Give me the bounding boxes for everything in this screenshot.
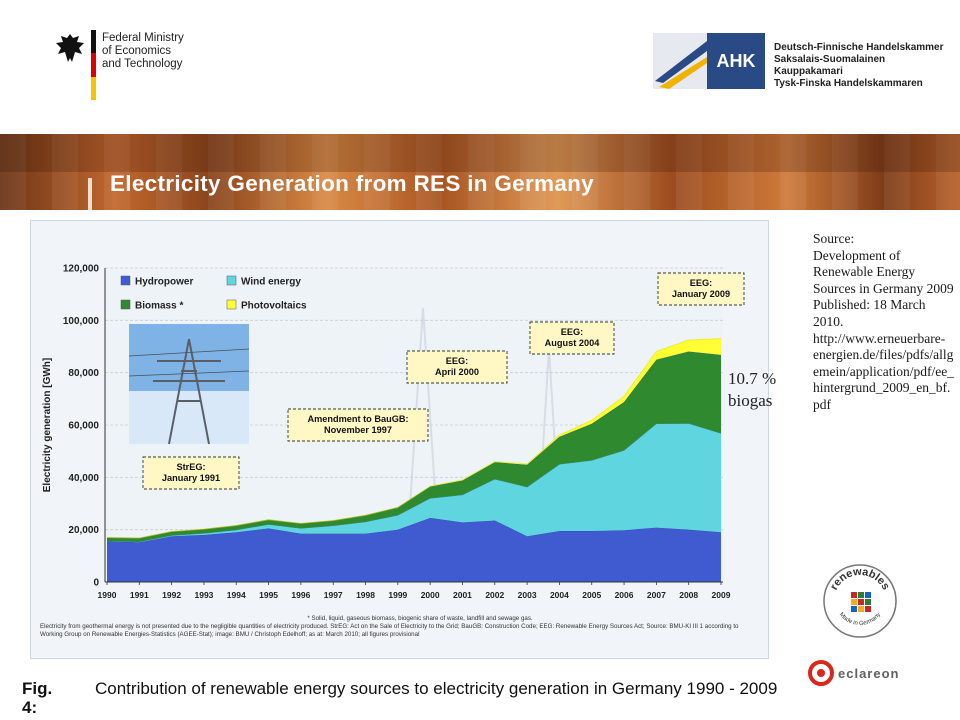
legend-label: Wind energy — [241, 277, 301, 288]
flag-stripe — [91, 30, 96, 100]
annotation-box — [142, 456, 240, 490]
annotation-box — [529, 321, 615, 355]
annotation-text: April 2000 — [435, 367, 479, 377]
ahk-name: Deutsch-Finnische Handelskammer Saksalai… — [774, 42, 944, 89]
annotation-text: August 2004 — [545, 338, 601, 348]
x-tick-label: 1999 — [388, 590, 407, 600]
x-tick-label: 1993 — [194, 590, 213, 600]
annotation-text: January 1991 — [162, 473, 220, 483]
renewables-badge: renewables Made in Germany — [823, 564, 897, 638]
annotation-box — [287, 408, 429, 442]
x-tick-label: 1994 — [227, 590, 246, 600]
slide-title: Electricity Generation from RES in Germa… — [110, 171, 594, 196]
legend-swatch — [226, 299, 237, 310]
area-series-hydropower — [107, 517, 721, 582]
legend-label: Hydropower — [135, 277, 193, 288]
y-tick-label: 0 — [93, 578, 99, 589]
legend-swatch — [226, 275, 237, 286]
annotation-text: EEG: — [690, 278, 712, 288]
legend-swatch — [120, 299, 131, 310]
y-tick-label: 80,000 — [68, 368, 99, 379]
eagle-icon — [56, 34, 84, 62]
annotation-box — [406, 350, 508, 384]
annotation-box — [657, 272, 745, 306]
chart-svg: 0 20,000 40,000 60,000 80,000 100,000 120,000 1… — [42, 264, 745, 600]
eclareon-swirl-icon — [808, 660, 834, 686]
annotation-text: November 1997 — [324, 425, 392, 435]
x-tick-label: 2004 — [550, 590, 569, 600]
pylon-icon — [153, 338, 225, 445]
power-lines — [128, 348, 250, 377]
legend-label: Photovoltaics — [241, 301, 307, 312]
x-tick-label: 1997 — [324, 590, 343, 600]
biogas-callout: 10.7 % biogas — [728, 369, 777, 410]
y-tick-label: 20,000 — [68, 525, 99, 536]
annotation-text: EEG: — [446, 356, 468, 366]
ahk-swoosh-icon — [655, 41, 707, 89]
x-tick-label: 2009 — [712, 590, 731, 600]
annotation-text: StrEG: — [176, 462, 205, 472]
title-accent-bar — [88, 178, 92, 210]
chart-notes: * Solid, liquid, gaseous biomass, biogen… — [40, 615, 760, 639]
x-tick-label: 2002 — [485, 590, 504, 600]
x-tick-label: 1992 — [162, 590, 181, 600]
x-tick-label: 2006 — [615, 590, 634, 600]
x-tick-label: 2003 — [518, 590, 537, 600]
chart-frame: 0 20,000 40,000 60,000 80,000 100,000 120,000 1… — [30, 220, 769, 659]
area-series-biomass — [107, 351, 721, 542]
x-tick-label: 1996 — [291, 590, 310, 600]
x-tick-label: 2008 — [679, 590, 698, 600]
legend-label: Biomass * — [135, 301, 183, 312]
y-tick-label: 120,000 — [63, 264, 100, 275]
annotation-text: EEG: — [561, 327, 583, 337]
x-tick-label: 2005 — [582, 590, 601, 600]
x-tick-label: 2001 — [453, 590, 472, 600]
y-axis-label: Electricity generation [GWh] — [42, 358, 53, 492]
source-link[interactable]: http://www.erneuerbare-energien.de/files… — [813, 330, 954, 412]
legend-swatch — [120, 275, 131, 286]
area-series-photovoltaics — [107, 338, 721, 539]
ahk-letters: AHK — [707, 33, 765, 89]
annotation-text: January 2009 — [672, 289, 730, 299]
ministry-name: Federal Ministry of Economics and Techno… — [102, 32, 184, 70]
x-tick-label: 1995 — [259, 590, 278, 600]
ahk-logo: AHK Deutsch-Finnische Handelskammer Saks… — [653, 33, 953, 91]
ahk-mark: AHK — [653, 33, 765, 89]
annotation-text: Amendment to BauGB: — [307, 414, 408, 424]
title-banner: Electricity Generation from RES in Germa… — [0, 134, 960, 210]
globe-icon — [851, 592, 871, 612]
chart-source-notes: Electricity from geothermal energy is no… — [40, 623, 739, 638]
figure-label: Fig. 4: — [22, 679, 53, 717]
y-tick-label: 40,000 — [68, 473, 99, 484]
eclareon-name: eclareon — [838, 666, 900, 681]
area-series-wind-energy — [107, 423, 721, 543]
series-top-line — [106, 338, 722, 539]
x-tick-label: 2007 — [647, 590, 666, 600]
x-tick-label: 1990 — [98, 590, 117, 600]
x-tick-label: 1991 — [130, 590, 149, 600]
x-tick-label: 1998 — [356, 590, 375, 600]
y-tick-label: 100,000 — [63, 316, 100, 327]
ministry-logo: Federal Ministry of Economics and Techno… — [55, 30, 255, 100]
eclareon-logo: eclareon — [808, 658, 958, 688]
y-tick-label: 60,000 — [68, 421, 99, 432]
photo-cloud — [129, 391, 249, 444]
x-tick-label: 2000 — [421, 590, 440, 600]
chart-footnote: * Solid, liquid, gaseous biomass, biogen… — [307, 615, 533, 622]
source-citation: Source: Development of Renewable Energy … — [813, 231, 954, 412]
figure-caption-text: Contribution of renewable energy sources… — [95, 679, 778, 698]
